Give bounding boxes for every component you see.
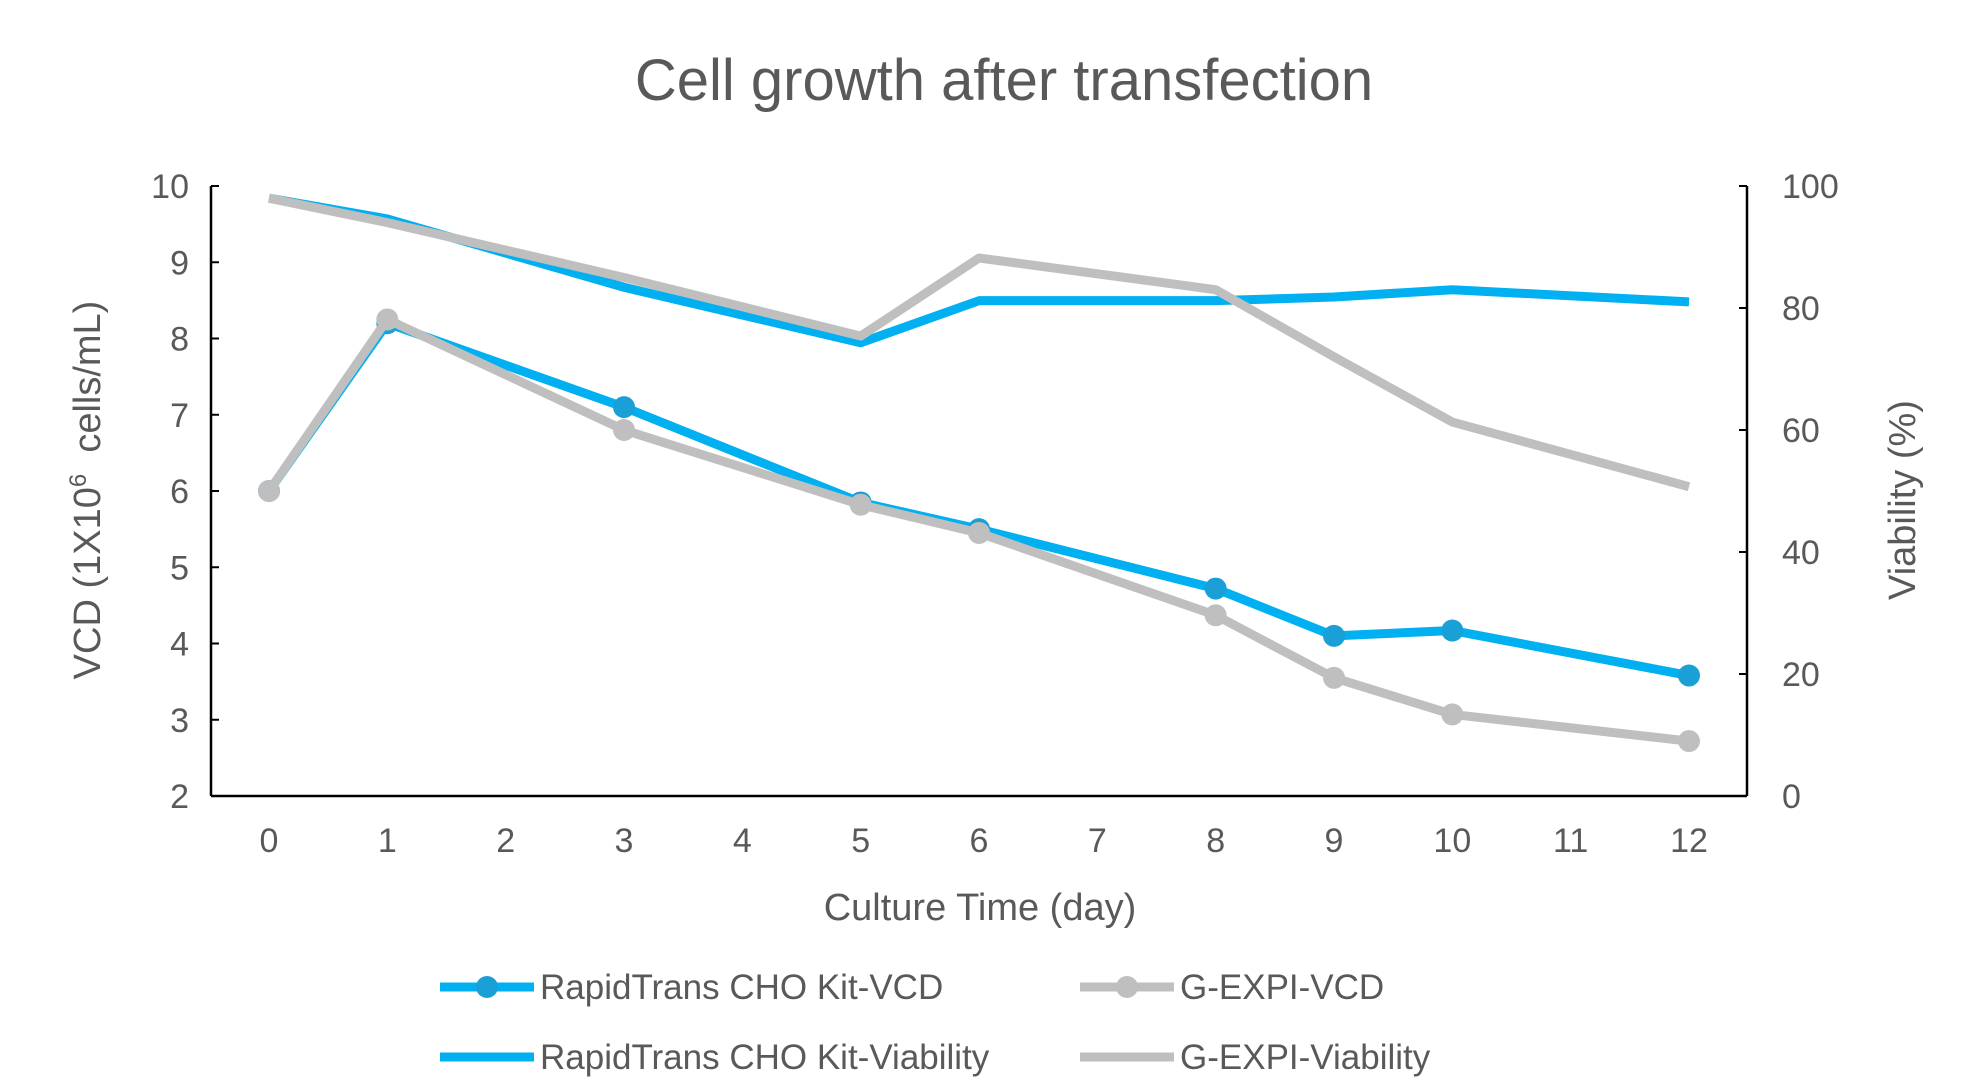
x-tick-label: 10 — [1433, 822, 1471, 860]
data-point — [849, 493, 872, 516]
data-point — [1678, 730, 1700, 753]
x-tick-label: 9 — [1325, 822, 1344, 860]
y-tick-label: 5 — [170, 549, 189, 587]
y2-tick-label: 80 — [1782, 290, 1820, 328]
data-point — [968, 521, 990, 544]
legend-item: RapidTrans CHO Kit-Viability — [440, 1038, 990, 1077]
y-axis-label: VCD (1X106 cells/mL) — [65, 301, 109, 680]
series-line-0 — [265, 318, 1690, 680]
y2-tick-label: 40 — [1782, 534, 1820, 572]
legend-item: G-EXPI-Viability — [1080, 1038, 1431, 1077]
x-tick-label: 5 — [851, 822, 870, 860]
legend: RapidTrans CHO Kit-VCD G-EXPI-VCD RapidTra… — [440, 968, 1431, 1077]
y2-tick-label: 0 — [1782, 778, 1801, 816]
legend-marker — [1116, 976, 1138, 998]
y2-axis-label: Viability (%) — [1882, 400, 1924, 600]
y-tick-label: 2 — [170, 778, 189, 816]
y-tick-label: 10 — [151, 168, 189, 206]
legend-label: G-EXPI-VCD — [1180, 968, 1384, 1007]
series-line-2 — [268, 193, 1690, 348]
legend-item: G-EXPI-VCD — [1080, 968, 1384, 1007]
data-point — [376, 308, 399, 331]
data-point — [1204, 604, 1227, 627]
data-point — [1441, 619, 1464, 642]
legend-label: G-EXPI-Viability — [1180, 1038, 1431, 1077]
x-tick-label: 1 — [378, 822, 397, 860]
y2-tick-label: 20 — [1782, 656, 1820, 694]
chart-title: Cell growth after transfection — [635, 48, 1373, 113]
x-tick-label: 6 — [970, 822, 989, 860]
x-tick-label: 11 — [1553, 822, 1588, 860]
x-tick-label: 8 — [1206, 822, 1225, 860]
data-point — [613, 396, 635, 419]
x-tick-label: 0 — [260, 822, 279, 860]
y-tick-label: 4 — [170, 626, 189, 664]
data-point — [1204, 577, 1227, 600]
y2-tick-label: 100 — [1782, 168, 1839, 206]
legend-label: RapidTrans CHO Kit-VCD — [540, 968, 943, 1007]
legend-item: RapidTrans CHO Kit-VCD — [440, 968, 943, 1007]
x-tick-label: 12 — [1670, 822, 1708, 860]
x-axis-label: Culture Time (day) — [824, 887, 1137, 929]
y-tick-label: 9 — [170, 244, 189, 282]
data-point — [1323, 624, 1345, 647]
legend-label: RapidTrans CHO Kit-Viability — [540, 1038, 990, 1077]
y-tick-label: 8 — [170, 321, 189, 359]
data-point — [613, 419, 635, 441]
y-tick-label: 3 — [170, 702, 189, 740]
data-point — [258, 480, 280, 502]
x-tick-label: 2 — [496, 822, 515, 860]
y-tick-label: 7 — [170, 397, 189, 435]
data-point — [1323, 666, 1345, 689]
y2-tick-label: 60 — [1782, 412, 1820, 450]
data-point — [1441, 703, 1464, 726]
series-lines — [258, 193, 1700, 753]
data-point — [1678, 664, 1700, 687]
series-line-3 — [268, 193, 1691, 492]
y-tick-label: 6 — [170, 473, 189, 511]
legend-marker — [476, 976, 498, 998]
x-tick-label: 7 — [1088, 822, 1107, 860]
x-tick-label: 4 — [733, 822, 752, 860]
x-tick-label: 3 — [615, 822, 634, 860]
